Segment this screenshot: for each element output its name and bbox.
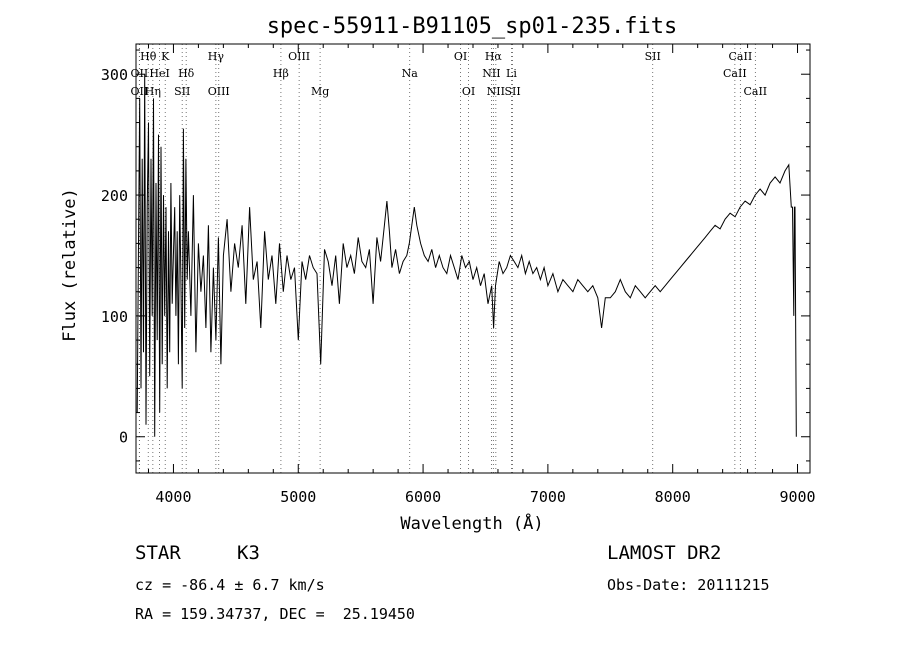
- line-label-12: Na: [402, 67, 419, 80]
- line-label-8: OII: [131, 67, 149, 80]
- line-label-23: SII: [504, 85, 520, 98]
- object-subclass: K3: [237, 542, 260, 564]
- line-label-7: CaII: [729, 50, 753, 63]
- line-label-5: Hα: [485, 50, 503, 63]
- line-label-11: Hβ: [273, 67, 289, 80]
- line-label-16: OII: [131, 85, 149, 98]
- y-tick-label-3: 300: [101, 66, 128, 84]
- line-label-22: NII: [487, 85, 505, 98]
- line-label-0: Hθ: [140, 50, 157, 63]
- line-label-20: Mg: [311, 85, 329, 98]
- x-tick-label-1: 5000: [280, 488, 316, 506]
- chart-title: spec-55911-B91105_sp01-235.fits: [267, 14, 678, 39]
- x-axis-label: Wavelength (Å): [400, 512, 543, 534]
- y-tick-label-1: 100: [101, 308, 128, 326]
- line-label-9: HeI: [149, 67, 169, 80]
- line-label-18: SII: [174, 85, 190, 98]
- line-label-4: OI: [454, 50, 467, 63]
- line-label-21: OI: [462, 85, 475, 98]
- survey-name: LAMOST DR2: [607, 542, 722, 564]
- y-axis: 0 100 200 300: [101, 49, 810, 462]
- line-label-19: OIII: [208, 85, 230, 98]
- coordinates: RA = 159.34737, DEC = 25.19450: [135, 605, 415, 623]
- line-label-3: OIII: [288, 50, 310, 63]
- y-tick-label-2: 200: [101, 187, 128, 205]
- line-label-10: Hδ: [178, 67, 195, 80]
- x-tick-label-3: 7000: [530, 488, 566, 506]
- line-label-6: SII: [645, 50, 661, 63]
- object-class: STAR: [135, 542, 181, 564]
- line-label-15: CaII: [723, 67, 747, 80]
- x-tick-label-5: 9000: [779, 488, 815, 506]
- line-label-24: CaII: [743, 85, 767, 98]
- observation-date: Obs-Date: 20111215: [607, 576, 770, 594]
- spectral-line-markers: [138, 44, 756, 473]
- x-axis: 4000 5000 6000 7000 8000 9000: [147, 44, 816, 506]
- line-label-2: Hγ: [208, 50, 225, 63]
- line-label-17: Hη: [145, 85, 161, 98]
- spectrum-series-line: [136, 74, 797, 437]
- x-tick-label-0: 4000: [155, 488, 191, 506]
- redshift-velocity: cz = -86.4 ± 6.7 km/s: [135, 576, 325, 594]
- line-label-13: NII: [482, 67, 500, 80]
- x-tick-label-4: 8000: [655, 488, 691, 506]
- x-tick-label-2: 6000: [405, 488, 441, 506]
- line-label-14: Li: [506, 67, 517, 80]
- y-axis-label: Flux (relative): [60, 188, 80, 342]
- line-label-1: K: [161, 50, 170, 63]
- y-tick-label-0: 0: [119, 429, 128, 447]
